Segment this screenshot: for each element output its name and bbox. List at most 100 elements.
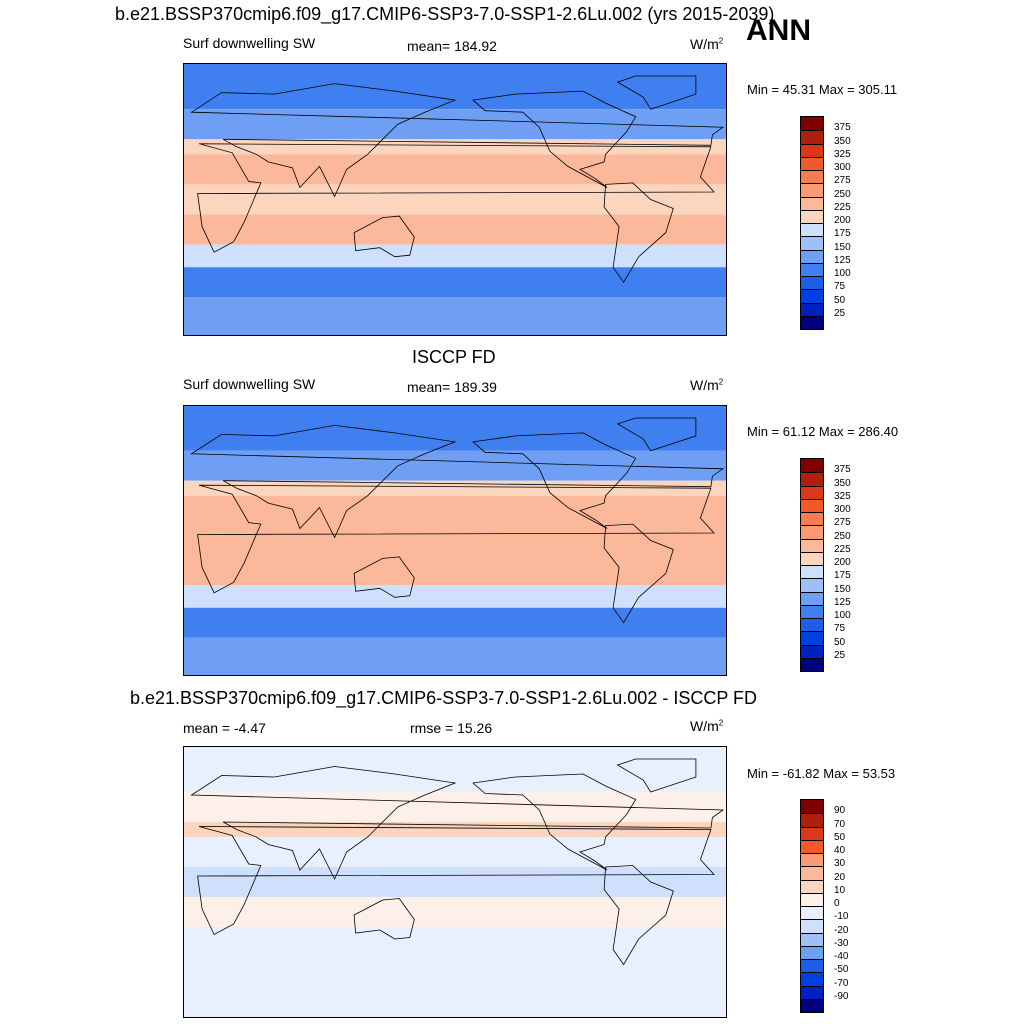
zonal-band [184,637,726,675]
panel-2-colorbar [800,458,824,672]
colorbar-segment [801,538,823,552]
colorbar-level-label: 75 [834,281,846,293]
zonal-band [184,792,726,822]
colorbar-level-label: 50 [834,294,846,306]
colorbar-segment [801,459,823,473]
coastline-outline [353,556,415,598]
panel-1-units: W/m2 [690,36,724,52]
colorbar-level-label: -10 [834,911,849,923]
colorbar-segment [801,485,823,499]
colorbar-level-label: 375 [834,464,851,476]
colorbar-segment [801,998,823,1012]
colorbar-level-label: 125 [834,596,851,608]
colorbar-level-label: 375 [834,122,851,134]
colorbar-segment [801,302,823,316]
colorbar-segment [801,591,823,605]
colorbar-level-label: -20 [834,924,849,936]
colorbar-level-label: 325 [834,148,851,160]
zonal-band [184,64,726,110]
coastline-outline [197,143,715,253]
panel-2-left-label: Surf downwelling SW [183,376,316,392]
colorbar-segment [801,170,823,184]
colorbar-segment [801,800,823,814]
coastline-outline [472,432,637,529]
colorbar-level-label: -50 [834,964,849,976]
panel-1-colorbar [800,116,824,330]
panel-2-map [183,405,727,676]
colorbar-segment [801,892,823,906]
colorbar-level-label: 25 [834,649,846,661]
panel-2-center-label: mean= 189.39 [407,379,497,395]
zonal-band [184,897,726,927]
colorbar-level-label: 125 [834,254,851,266]
colorbar-segment [801,945,823,959]
panel-3-left-label: mean = -4.47 [183,720,266,736]
colorbar-segment [801,985,823,999]
coastline-outline [197,826,715,936]
colorbar-level-label: 200 [834,557,851,568]
colorbar-segment [801,839,823,853]
zonal-band [184,267,726,298]
colorbar-segment [801,209,823,223]
coastline-outline [353,215,415,258]
colorbar-level-label: 0 [834,898,840,909]
colorbar-segment [801,196,823,210]
colorbar-segment [801,919,823,933]
panel-1-map [183,63,727,336]
colorbar-level-label: 225 [834,201,851,213]
colorbar-level-label: 20 [834,871,846,883]
colorbar-level-label: 275 [834,517,851,529]
panel-1-center-label: mean= 184.92 [407,38,497,54]
ann-label: ANN [746,14,811,47]
colorbar-segment [801,117,823,131]
colorbar-segment [801,236,823,250]
zonal-band [184,979,726,1017]
colorbar-segment [801,289,823,303]
zonal-band [184,585,726,608]
colorbar-segment [801,972,823,986]
zonal-band [184,139,726,155]
colorbar-level-label: 10 [834,884,846,896]
panel-3-minmax: Min = -61.82 Max = 53.53 [747,766,896,781]
colorbar-level-label: 250 [834,188,851,200]
colorbar-segment [801,315,823,329]
colorbar-segment [801,578,823,592]
panel-3-map-svg [184,747,726,1017]
colorbar-level-label: 175 [834,228,851,240]
coastline-outline [616,75,697,110]
zonal-band [184,184,726,215]
colorbar-segment [801,249,823,263]
colorbar-level-label: 70 [834,818,846,830]
colorbar-segment [801,826,823,840]
colorbar-level-label: 75 [834,623,846,635]
zonal-band [184,927,726,950]
colorbar-segment [801,183,823,197]
colorbar-level-label: 300 [834,162,851,173]
colorbar-segment [801,879,823,893]
zonal-band [184,867,726,897]
zonal-band [184,154,726,185]
coastline-outline [616,758,697,793]
coastline-outline [190,766,725,880]
colorbar-level-label: 350 [834,135,851,147]
colorbar-level-label: 50 [834,831,846,843]
panel-2-map-svg [184,406,726,675]
colorbar-level-label: 300 [834,504,851,515]
zonal-band [184,450,726,481]
zonal-band [184,244,726,268]
panel-3-title: b.e21.BSSP370cmip6.f09_g17.CMIP6-SSP3-7.… [130,688,758,708]
colorbar-segment [801,498,823,512]
colorbar-segment [801,644,823,658]
colorbar-segment [801,604,823,618]
colorbar-level-label: 325 [834,490,851,502]
colorbar-segment [801,262,823,276]
panel-3-center-label: rmse = 15.26 [410,720,493,736]
colorbar-level-label: 90 [834,805,846,817]
colorbar-segment [801,551,823,565]
colorbar-level-label: 200 [834,215,851,226]
colorbar-level-label: -30 [834,937,849,949]
colorbar-segment [801,143,823,157]
colorbar-level-label: 100 [834,610,851,621]
colorbar-segment [801,276,823,290]
colorbar-level-label: 150 [834,583,851,595]
